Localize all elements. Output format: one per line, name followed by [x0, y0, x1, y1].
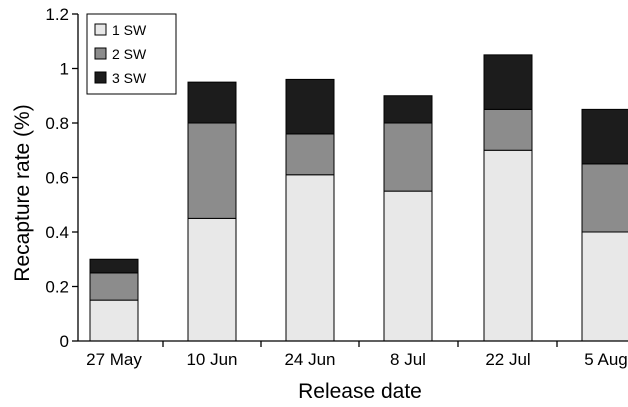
bar-27-may-3-sw: [89, 258, 139, 274]
x-tick-label: 24 Jun: [284, 350, 335, 369]
bars-group: [89, 54, 628, 342]
legend-swatch: [94, 47, 107, 60]
x-tick-label: 27 May: [86, 350, 142, 369]
legend-label: 2 SW: [112, 46, 147, 62]
y-axis-title: Recapture rate (%): [11, 104, 34, 281]
y-tick-label: 0.6: [45, 169, 69, 188]
bar-10-jun-1-sw: [187, 217, 237, 342]
bar-27-may-2-sw: [89, 272, 139, 301]
y-ticks-group: 0 0.2 0.4 0.6 0.8 1 1.2: [45, 5, 78, 351]
bar-5-aug-1-sw: [581, 231, 628, 342]
bar-22-jul-3-sw: [483, 54, 533, 110]
bar-22-jul-1-sw: [483, 149, 533, 342]
y-tick-label: 1: [60, 60, 69, 79]
bar-27-may-1-sw: [89, 299, 139, 342]
y-tick-label: 0.2: [45, 278, 69, 297]
bar-24-jun-2-sw: [285, 133, 335, 176]
bar-24-jun-1-sw: [285, 174, 335, 342]
bar-10-jun-3-sw: [187, 81, 237, 124]
bar-5-aug-3-sw: [581, 108, 628, 165]
bar-24-jun-3-sw: [285, 78, 335, 135]
x-tick-label: 8 Jul: [390, 350, 426, 369]
legend-swatch: [94, 71, 107, 84]
y-tick-label: 0: [60, 332, 69, 351]
x-ticks-group: 27 May 10 Jun 24 Jun 8 Jul 22 Jul 5 Aug: [86, 341, 628, 369]
x-tick-label: 10 Jun: [186, 350, 237, 369]
y-tick-label: 0.8: [45, 114, 69, 133]
bar-22-jul-2-sw: [483, 108, 533, 151]
x-axis-title: Release date: [298, 380, 422, 403]
bar-8-jul-2-sw: [383, 122, 433, 192]
x-tick-label: 22 Jul: [485, 350, 530, 369]
x-tick-label: 5 Aug: [584, 350, 628, 369]
bar-8-jul-1-sw: [383, 190, 433, 342]
legend-label: 1 SW: [112, 22, 147, 38]
legend: 1 SW 2 SW 3 SW: [86, 13, 177, 95]
bar-8-jul-3-sw: [383, 95, 433, 124]
bar-5-aug-2-sw: [581, 163, 628, 233]
bar-10-jun-2-sw: [187, 122, 237, 219]
legend-label: 3 SW: [112, 70, 147, 86]
y-tick-label: 0.4: [45, 223, 69, 242]
legend-swatch: [94, 23, 107, 36]
y-tick-label: 1.2: [45, 5, 69, 24]
